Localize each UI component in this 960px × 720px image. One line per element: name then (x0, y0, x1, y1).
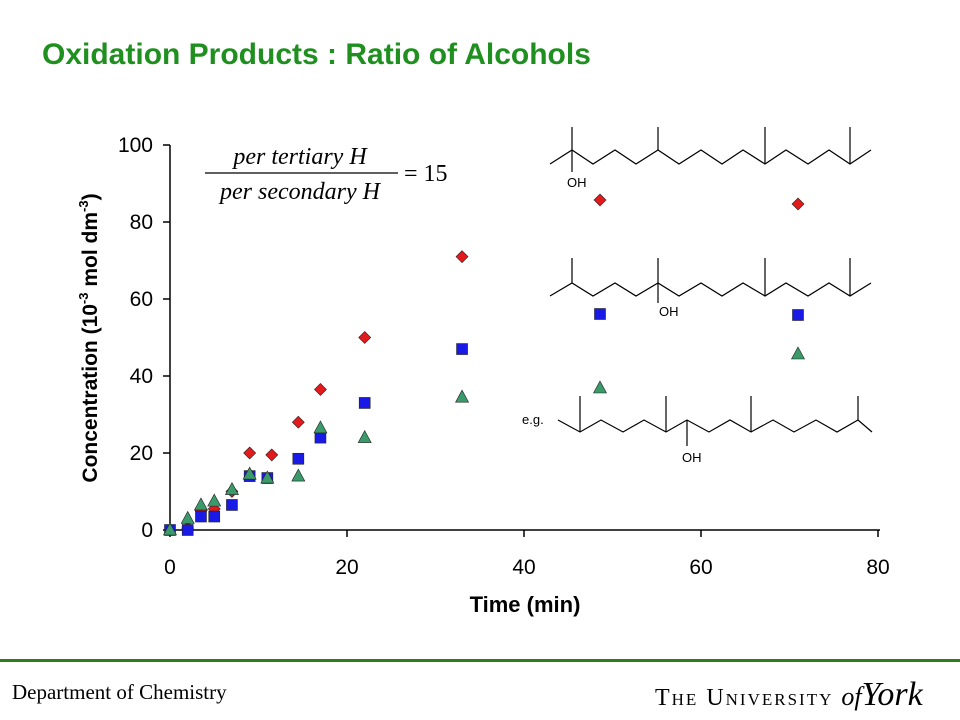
square-data-point (195, 510, 207, 523)
square-data-point (226, 499, 238, 511)
page-title: Oxidation Products : Ratio of Alcohols (42, 38, 591, 71)
y-axis-label-main: Concentration (10 (79, 304, 102, 483)
square-data-point (208, 510, 221, 523)
structure-eg-label: e.g. (522, 412, 544, 427)
structure-oh-label: OH (659, 304, 679, 319)
structure-oh-label: OH (682, 450, 702, 465)
y-tick-label: 0 (141, 519, 153, 542)
triangle-data-point (313, 420, 328, 434)
legend-marker-diamond (593, 193, 607, 207)
x-axis-label: Time (min) (470, 592, 581, 617)
chart-axes (169, 145, 880, 531)
y-axis-label: Concentration (10-3 mol dm-3) (76, 193, 102, 482)
y-tick-label: 80 (130, 211, 153, 234)
selectivity-formula: per tertiary H per secondary H = 15 (205, 144, 448, 205)
triangle-data-point (180, 510, 195, 524)
chart: 0 20 40 60 80 0 20 40 60 80 100 Time (min) Concent… (76, 127, 890, 617)
formula-denominator: per secondary H (218, 179, 382, 205)
diamond-data-point (243, 446, 257, 460)
legend-marker-square (792, 309, 804, 321)
triangle-data-point (224, 481, 239, 495)
square-data-point (292, 452, 305, 465)
y-tick-label: 40 (130, 365, 153, 388)
data-points (162, 250, 470, 537)
diamond-data-point (314, 383, 327, 396)
triangle-data-point (207, 493, 222, 507)
triangle-data-point (193, 497, 208, 511)
diamond-data-point (265, 448, 279, 462)
square-data-point (181, 524, 194, 536)
triangle-data-point (162, 522, 178, 536)
logo-prefix: The University (655, 685, 834, 711)
triangle-data-point (291, 468, 306, 482)
triangle-data-point (357, 429, 372, 443)
legend-markers (592, 193, 806, 394)
x-tick-label: 80 (866, 556, 889, 579)
square-data-point (456, 343, 468, 355)
x-tick-label: 40 (512, 556, 535, 579)
structure-legend: OH OH e.g. OH (522, 127, 873, 465)
formula-value: = 15 (404, 161, 448, 187)
axis-tick-labels: 0 20 40 60 80 0 20 40 60 80 100 (118, 134, 890, 579)
y-axis-label-exp: -3 (76, 292, 91, 304)
legend-marker-square (594, 308, 606, 320)
formula-numerator: per tertiary H (231, 144, 368, 170)
triangle-data-point (455, 389, 470, 403)
logo-of: of (841, 682, 862, 711)
square-data-point (314, 431, 327, 444)
triangle-data-point (260, 470, 275, 484)
x-tick-label: 0 (164, 556, 176, 579)
y-tick-label: 20 (130, 442, 153, 465)
triangle-data-point (242, 466, 257, 480)
legend-marker-diamond (791, 197, 805, 211)
structure-oh-label: OH (567, 175, 587, 190)
x-tick-label: 60 (689, 556, 712, 579)
legend-marker-triangle (592, 380, 608, 394)
square-data-point (358, 397, 371, 409)
university-logo: The University ofYork (655, 676, 923, 714)
y-axis-label-unit: mol dm (79, 212, 102, 293)
y-axis-label-exp2: -3 (76, 200, 91, 212)
diamond-data-point (291, 415, 305, 429)
diamond-data-point (455, 250, 469, 264)
footer-divider (0, 659, 960, 662)
logo-york: York (861, 676, 923, 713)
diamond-data-point (358, 331, 372, 344)
x-tick-label: 20 (335, 556, 358, 579)
structure-secondary (557, 419, 873, 433)
structure-tertiary-mid (549, 282, 872, 297)
department-name: Department of Chemistry (12, 680, 227, 704)
y-tick-label: 100 (118, 134, 153, 157)
structure-tertiary-end (549, 149, 872, 165)
y-tick-label: 60 (130, 288, 153, 311)
legend-marker-triangle (790, 346, 806, 360)
y-axis-label-close: ) (79, 193, 102, 200)
